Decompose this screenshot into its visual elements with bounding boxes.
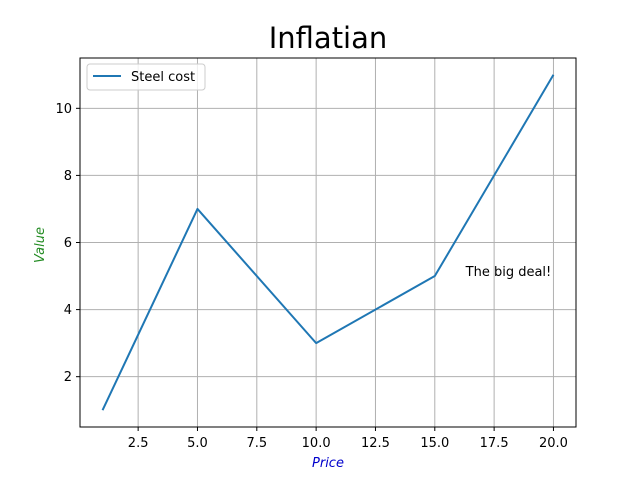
y-axis-ticks: 2 4 6 8 10 bbox=[55, 102, 80, 385]
x-tick-label: 12.5 bbox=[361, 436, 390, 451]
y-axis-label: Value bbox=[33, 227, 48, 263]
x-tick-label: 20.0 bbox=[539, 436, 568, 451]
annotation-text: The big deal! bbox=[465, 265, 552, 280]
x-tick-label: 10.0 bbox=[302, 436, 331, 451]
x-tick-label: 2.5 bbox=[128, 436, 149, 451]
legend-box bbox=[86, 63, 206, 91]
series-layer bbox=[101, 74, 555, 411]
chart-title: Inflatian bbox=[269, 21, 388, 55]
grid-lines bbox=[80, 58, 576, 427]
x-axis-label: Price bbox=[312, 456, 344, 471]
x-tick-label: 17.5 bbox=[480, 436, 509, 451]
legend-label-steel-cost: Steel cost bbox=[131, 70, 195, 85]
x-tick-label: 7.5 bbox=[246, 436, 267, 451]
y-tick-label: 8 bbox=[64, 169, 72, 184]
legend: Steel cost bbox=[86, 63, 206, 91]
x-tick-label: 5.0 bbox=[187, 436, 208, 451]
y-tick-label: 2 bbox=[64, 370, 72, 385]
y-tick-label: 4 bbox=[64, 303, 72, 318]
x-axis-ticks: 2.5 5.0 7.5 10.0 12.5 15.0 17.5 20.0 bbox=[128, 427, 568, 451]
annotations: The big deal! bbox=[465, 265, 552, 280]
series-line-steel-cost bbox=[101, 74, 555, 411]
y-tick-label: 10 bbox=[55, 102, 72, 117]
y-tick-label: 6 bbox=[64, 236, 72, 251]
x-tick-label: 15.0 bbox=[420, 436, 449, 451]
